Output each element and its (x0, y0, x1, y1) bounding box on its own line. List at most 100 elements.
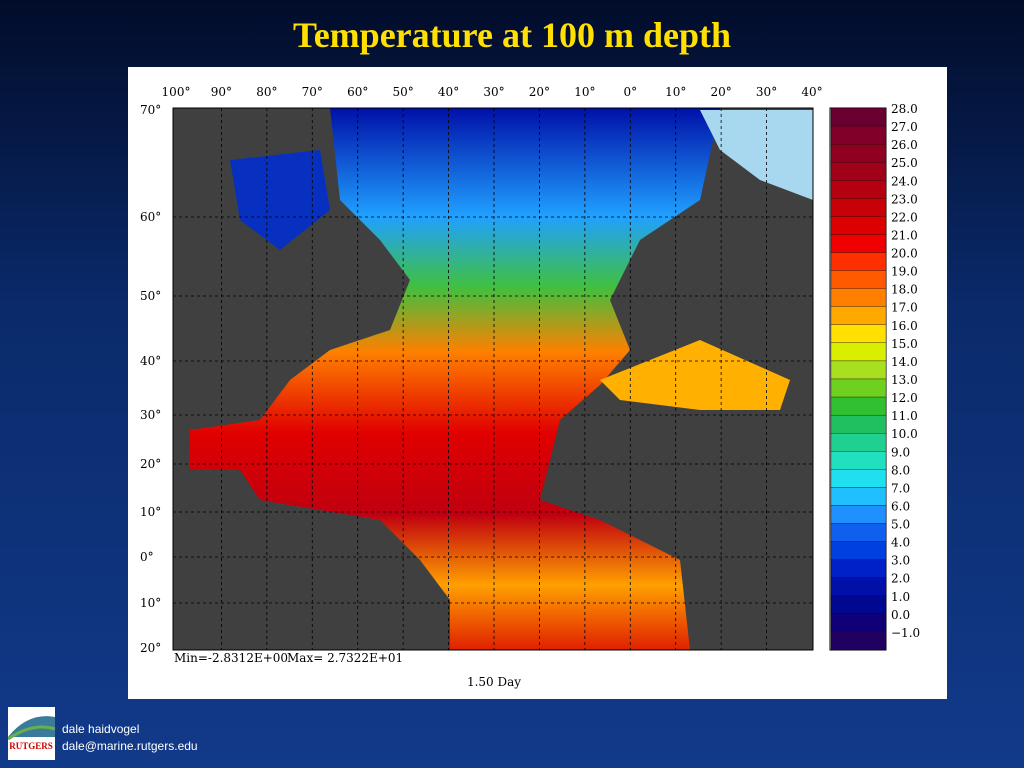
logo-text: RUTGERS (9, 741, 53, 751)
colorbar-swatch (830, 252, 887, 271)
max-label: Max= 2.7322E+01 (287, 651, 403, 665)
latitude-label: 50° (140, 289, 161, 303)
longitude-label: 90° (211, 85, 232, 99)
email: dale@marine.rutgers.edu (62, 739, 198, 753)
colorbar-swatch (830, 541, 887, 560)
colorbar-swatch (830, 577, 887, 596)
longitude-label: 10° (574, 85, 595, 99)
longitude-label: 30° (756, 85, 777, 99)
latitude-label: 10° (140, 505, 161, 519)
colorbar-label: 8.0 (891, 463, 910, 477)
latitude-label: 60° (140, 210, 161, 224)
ocean-field (190, 108, 720, 650)
colorbar-swatch (830, 414, 887, 434)
colorbar-swatch (830, 342, 887, 362)
colorbar-label: 14.0 (891, 355, 918, 369)
colorbar-swatch (830, 487, 887, 506)
colorbar-swatch (830, 433, 887, 452)
hudson-bay (230, 150, 330, 250)
longitude-label: 20° (711, 85, 732, 99)
colorbar-label: 1.0 (891, 590, 910, 604)
colorbar-label: 3.0 (891, 554, 910, 568)
mediterranean (600, 340, 790, 410)
colorbar-swatch (830, 234, 887, 253)
longitude-label: 20° (529, 85, 550, 99)
latitude-label: 40° (140, 354, 161, 368)
colorbar-label: 19.0 (891, 265, 918, 279)
colorbar-swatch (830, 216, 887, 235)
longitude-label: 10° (665, 85, 686, 99)
colorbar-label: 0.0 (891, 608, 910, 622)
colorbar-label: 12.0 (891, 391, 918, 405)
colorbar-label: 18.0 (891, 283, 918, 297)
longitude-label: 50° (393, 85, 414, 99)
colorbar-label: 25.0 (891, 156, 918, 170)
colorbar-label: −1.0 (891, 626, 920, 640)
colorbar-swatch (830, 107, 887, 127)
colorbar-swatch (830, 451, 887, 470)
colorbar-swatch (830, 613, 887, 633)
time-label: 1.50 Day (467, 675, 521, 689)
colorbar-label: 24.0 (891, 174, 918, 188)
colorbar-label: 13.0 (891, 373, 918, 387)
longitude-label: 70° (302, 85, 323, 99)
min-label: Min=-2.8312E+00 (174, 651, 288, 665)
colorbar-swatch (830, 505, 887, 524)
colorbar-label: 15.0 (891, 337, 918, 351)
colorbar-swatch (830, 180, 887, 199)
colorbar-swatch (830, 559, 887, 578)
colorbar-swatch (830, 198, 887, 217)
colorbar-label: 7.0 (891, 481, 910, 495)
latitude-label: 20° (140, 641, 161, 655)
latitude-label: 20° (140, 457, 161, 471)
longitude-label: 40° (801, 85, 822, 99)
colorbar-label: 22.0 (891, 210, 918, 224)
colorbar-swatch (830, 288, 887, 307)
colorbar-swatch (830, 631, 887, 651)
colorbar-swatch (830, 306, 887, 325)
unmodeled-sea (700, 110, 813, 200)
colorbar-swatch (830, 324, 887, 344)
colorbar-swatch (830, 469, 887, 488)
colorbar-label: 16.0 (891, 319, 918, 333)
latitude-label: 0° (140, 550, 154, 564)
colorbar-swatch (830, 595, 887, 615)
colorbar-label: 11.0 (891, 409, 918, 423)
colorbar-swatch (830, 270, 887, 289)
colorbar-label: 10.0 (891, 427, 918, 441)
colorbar-swatch (830, 396, 887, 416)
colorbar-swatch (830, 360, 887, 380)
logo: RUTGERS (8, 707, 55, 760)
colorbar-label: 6.0 (891, 499, 910, 513)
colorbar-swatch (830, 523, 887, 542)
colorbar-label: 17.0 (891, 301, 918, 315)
colorbar-swatch (830, 378, 887, 398)
latitude-label: 10° (140, 596, 161, 610)
colorbar-label: 5.0 (891, 518, 910, 532)
longitude-label: 100° (162, 85, 191, 99)
slide-title: Temperature at 100 m depth (293, 15, 731, 55)
latitude-label: 30° (140, 408, 161, 422)
colorbar-label: 27.0 (891, 120, 918, 134)
colorbar-swatch (830, 143, 887, 163)
colorbar-label: 21.0 (891, 228, 918, 242)
longitude-label: 0° (623, 85, 637, 99)
author: dale haidvogel (62, 722, 140, 736)
longitude-label: 30° (483, 85, 504, 99)
colorbar-label: 2.0 (891, 572, 910, 586)
colorbar-swatch (830, 162, 887, 181)
colorbar-swatch (830, 125, 887, 145)
latitude-label: 70° (140, 103, 161, 117)
longitude-label: 80° (256, 85, 277, 99)
colorbar-label: 4.0 (891, 536, 910, 550)
map-frame (172, 107, 814, 651)
longitude-label: 60° (347, 85, 368, 99)
colorbar-label: 9.0 (891, 445, 910, 459)
longitude-label: 40° (438, 85, 459, 99)
colorbar-label: 23.0 (891, 192, 918, 206)
colorbar-label: 26.0 (891, 138, 918, 152)
colorbar-label: 28.0 (891, 102, 918, 116)
colorbar-label: 20.0 (891, 247, 918, 261)
